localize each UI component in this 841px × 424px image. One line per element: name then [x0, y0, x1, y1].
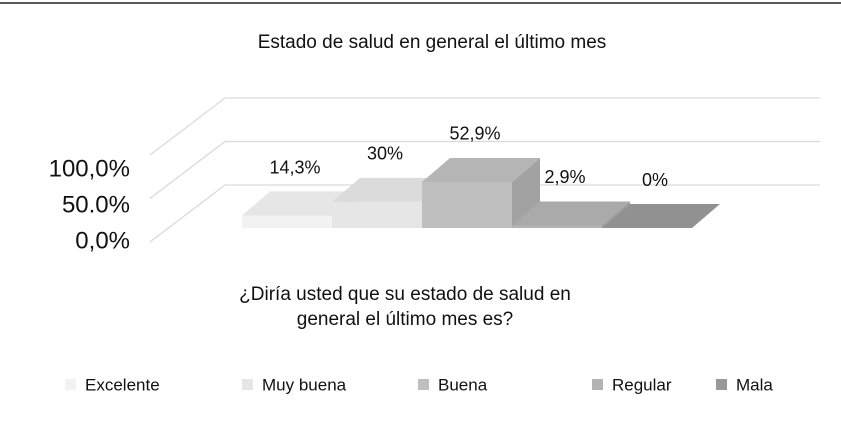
bar-side: [602, 201, 630, 228]
value-label: 52,9%: [449, 124, 500, 144]
legend-swatch: [242, 379, 253, 390]
legend-label: Excelente: [85, 375, 160, 394]
bar-top: [332, 177, 450, 202]
value-label: 14,3%: [269, 157, 320, 177]
legend-swatch: [418, 379, 429, 390]
grid-line: [149, 140, 820, 199]
legend-label: Mala: [736, 375, 773, 394]
y-tick-label: 100,0%: [49, 155, 130, 182]
legend-label: Muy buena: [262, 375, 347, 394]
bar-top: [422, 157, 540, 182]
grid-line: [149, 97, 820, 156]
bar-side: [512, 157, 540, 228]
bar-top: [242, 191, 360, 216]
grid-line: [149, 184, 820, 243]
y-tick-label: 0,0%: [75, 227, 130, 254]
legend-label: Regular: [612, 375, 672, 394]
bar: [422, 181, 512, 228]
bar-top: [602, 204, 720, 228]
legend-swatch: [65, 379, 76, 390]
bar: [332, 201, 422, 228]
bar: [242, 215, 332, 228]
value-label: 2,9%: [544, 167, 585, 187]
x-category-label: ¿Diría usted que su estado de salud en g…: [239, 284, 571, 330]
y-tick-label: 50.0%: [62, 191, 130, 218]
legend-label: Buena: [438, 375, 488, 394]
value-label: 0%: [642, 170, 668, 190]
value-label: 30%: [367, 144, 403, 164]
bar-top: [512, 201, 630, 226]
chart-title: Estado de salud en general el último mes: [258, 32, 607, 53]
legend-swatch: [716, 379, 727, 390]
bar: [512, 225, 602, 228]
legend-swatch: [592, 379, 603, 390]
